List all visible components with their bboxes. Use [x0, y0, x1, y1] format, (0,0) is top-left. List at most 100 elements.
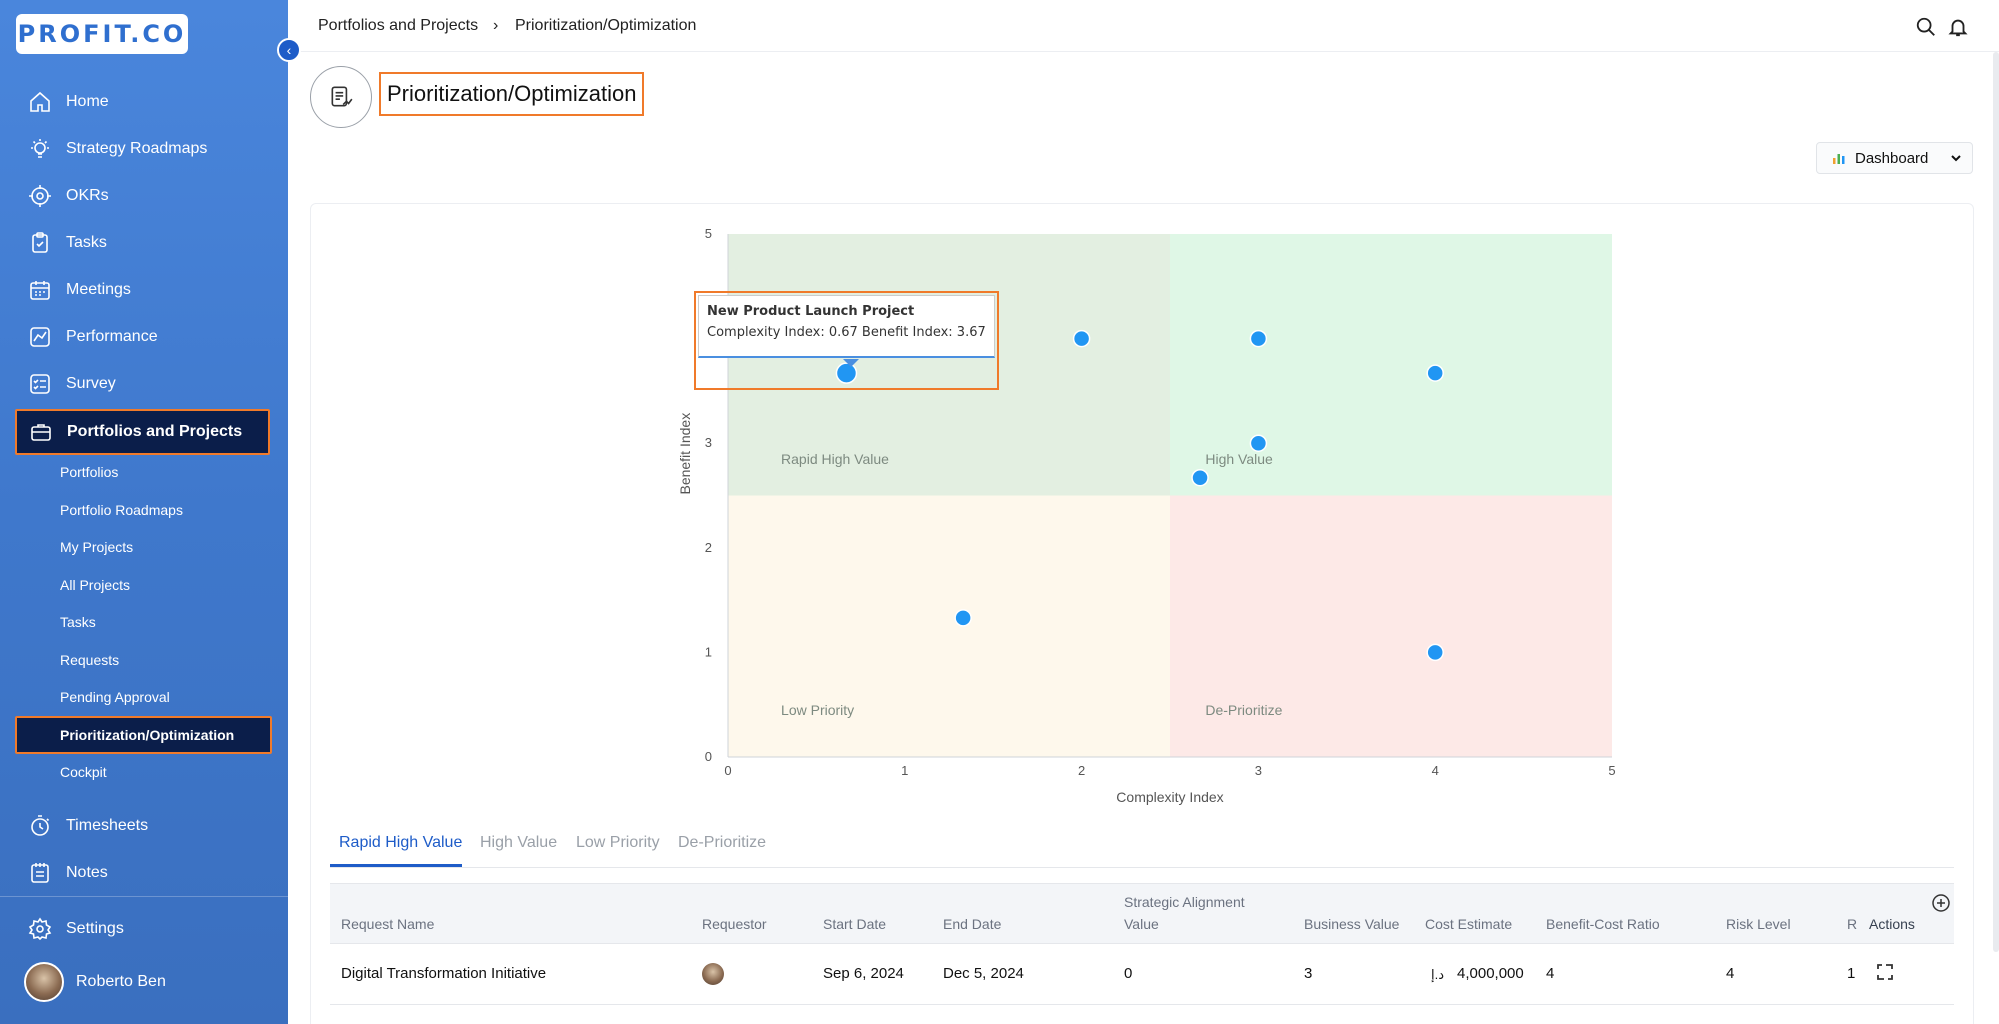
column-strategic-alignment[interactable]: Strategic Alignment — [1124, 894, 1245, 910]
sidebar-item-label: Meetings — [66, 281, 131, 298]
topbar: Portfolios and Projects › Prioritization… — [288, 0, 1999, 52]
sidebar-item-settings[interactable]: Settings — [16, 908, 268, 950]
add-column-icon[interactable] — [1931, 893, 1951, 918]
sidebar-item-label: Portfolios and Projects — [67, 423, 243, 440]
sub-item-all-projects[interactable]: All Projects — [60, 577, 131, 593]
breadcrumb-separator: › — [493, 17, 499, 34]
sidebar-item-portfolios-and-projects[interactable]: Portfolios and Projects — [15, 409, 270, 455]
column-start-date[interactable]: Start Date — [823, 916, 887, 932]
page-scrollbar[interactable] — [1993, 52, 1999, 952]
collapse-sidebar-button[interactable]: ‹ — [277, 38, 301, 62]
y-tick-label: 5 — [705, 226, 712, 241]
sidebar-item-performance[interactable]: Performance — [16, 316, 268, 358]
dashboard-view-dropdown[interactable]: Dashboard — [1816, 142, 1973, 174]
sidebar: PROFIT.CO Home Strategy Roadmaps OKRs Ta… — [0, 0, 288, 1024]
truncated-cell: 1 — [1847, 965, 1856, 982]
column-truncated[interactable]: Re — [1847, 916, 1857, 932]
sub-item-portfolios[interactable]: Portfolios — [60, 464, 119, 480]
quadrant-label: Low Priority — [781, 702, 854, 718]
breadcrumb-current: Prioritization/Optimization — [515, 17, 697, 34]
page-title: Prioritization/Optimization — [379, 72, 645, 116]
quadrant-de-prioritize — [1170, 495, 1612, 757]
data-point — [1426, 364, 1444, 382]
sidebar-item-label: Survey — [66, 375, 116, 392]
sidebar-item-label: Notes — [66, 864, 108, 881]
stopwatch-icon — [26, 812, 54, 840]
prioritization-matrix-chart: Rapid High Value High Value Low Priority De… — [677, 226, 1616, 805]
sidebar-divider — [0, 896, 288, 897]
tab-rapid-high-value[interactable]: Rapid High Value — [339, 834, 463, 851]
sub-item-portfolio-roadmaps[interactable]: Portfolio Roadmaps — [60, 502, 183, 518]
sidebar-item-label: Settings — [66, 920, 124, 937]
search-icon[interactable] — [1915, 16, 1937, 38]
bell-icon[interactable] — [1947, 16, 1969, 38]
column-benefit-cost-ratio[interactable]: Benefit-Cost Ratio — [1546, 916, 1660, 932]
data-point — [954, 609, 972, 627]
bulb-icon — [26, 135, 54, 163]
sidebar-item-strategy-roadmaps[interactable]: Strategy Roadmaps — [16, 128, 268, 170]
strategic-alignment-cell: 0 — [1124, 965, 1133, 982]
data-point — [1191, 468, 1209, 487]
column-requestor[interactable]: Requestor — [702, 916, 767, 932]
request-name-cell[interactable]: Digital Transformation Initiative — [341, 965, 547, 982]
sub-item-prioritization-optimization[interactable]: Prioritization/Optimization — [15, 716, 272, 754]
column-end-date[interactable]: End Date — [943, 916, 1002, 932]
sub-item-requests[interactable]: Requests — [60, 652, 120, 668]
sidebar-item-home[interactable]: Home — [16, 81, 268, 123]
user-profile[interactable]: Roberto Ben — [24, 962, 166, 1002]
sidebar-item-label: Timesheets — [66, 817, 149, 834]
target-icon — [26, 182, 54, 210]
sub-item-label: Prioritization/Optimization — [60, 727, 235, 743]
chevron-down-icon — [1950, 152, 1962, 164]
active-tab-indicator — [330, 864, 462, 867]
sub-item-my-projects[interactable]: My Projects — [60, 539, 134, 555]
x-tick-label: 0 — [724, 763, 731, 778]
table-row[interactable]: Digital Transformation Initiative Sep 6,… — [330, 943, 1954, 1005]
sidebar-item-label: Strategy Roadmaps — [66, 140, 208, 157]
quadrant-high-value — [1170, 234, 1612, 496]
tooltip-body: Complexity Index: 0.67 Benefit Index: 3.… — [707, 325, 986, 340]
sidebar-item-label: Tasks — [66, 234, 107, 251]
sidebar-item-tasks[interactable]: Tasks — [16, 222, 268, 264]
currency-symbol: د.إ — [1431, 967, 1445, 982]
table-header: Request Name Requestor Start Date End Da… — [330, 883, 1954, 943]
column-request-name[interactable]: Request Name — [341, 916, 435, 932]
column-business-value[interactable]: Business Value — [1304, 916, 1400, 932]
home-icon — [26, 88, 54, 116]
sidebar-item-label: Performance — [66, 328, 158, 345]
sidebar-item-notes[interactable]: Notes — [16, 852, 268, 894]
dashboard-label: Dashboard — [1855, 149, 1929, 167]
x-tick-label: 3 — [1255, 763, 1262, 778]
sidebar-item-timesheets[interactable]: Timesheets — [16, 805, 268, 847]
data-point — [1426, 643, 1444, 662]
start-date-cell: Sep 6, 2024 — [823, 965, 904, 982]
column-cost-estimate[interactable]: Cost Estimate — [1425, 916, 1513, 932]
column-value[interactable]: Value — [1124, 916, 1159, 932]
x-tick-label: 4 — [1432, 763, 1439, 778]
x-axis-title: Complexity Index — [1116, 789, 1223, 805]
quadrant-low-priority — [728, 495, 1170, 757]
y-axis-title: Benefit Index — [677, 413, 693, 495]
sub-item-tasks[interactable]: Tasks — [60, 614, 96, 630]
sidebar-item-label: OKRs — [66, 187, 109, 204]
breadcrumb-parent[interactable]: Portfolios and Projects — [318, 17, 479, 34]
x-tick-label: 5 — [1608, 763, 1615, 778]
tab-high-value[interactable]: High Value — [480, 834, 558, 851]
sidebar-item-okrs[interactable]: OKRs — [16, 175, 268, 217]
profitco-logo[interactable]: PROFIT.CO — [16, 14, 188, 54]
tab-de-prioritize[interactable]: De-Prioritize — [678, 834, 767, 851]
x-tick-label: 1 — [901, 763, 908, 778]
sub-item-pending-approval[interactable]: Pending Approval — [60, 689, 170, 705]
sub-item-cockpit[interactable]: Cockpit — [60, 764, 107, 780]
sidebar-item-meetings[interactable]: Meetings — [16, 269, 268, 311]
convert-action-icon[interactable] — [1875, 962, 1895, 987]
data-point — [1249, 434, 1268, 452]
quadrant-label: High Value — [1205, 451, 1273, 467]
column-risk-level[interactable]: Risk Level — [1726, 916, 1791, 932]
tooltip-title: New Product Launch Project — [707, 304, 915, 319]
sidebar-item-survey[interactable]: Survey — [16, 363, 268, 405]
y-tick-label: 3 — [705, 435, 712, 450]
data-point — [1249, 329, 1268, 348]
tab-low-priority[interactable]: Low Priority — [576, 834, 660, 851]
cost-estimate-cell: 4,000,000 — [1457, 965, 1524, 982]
